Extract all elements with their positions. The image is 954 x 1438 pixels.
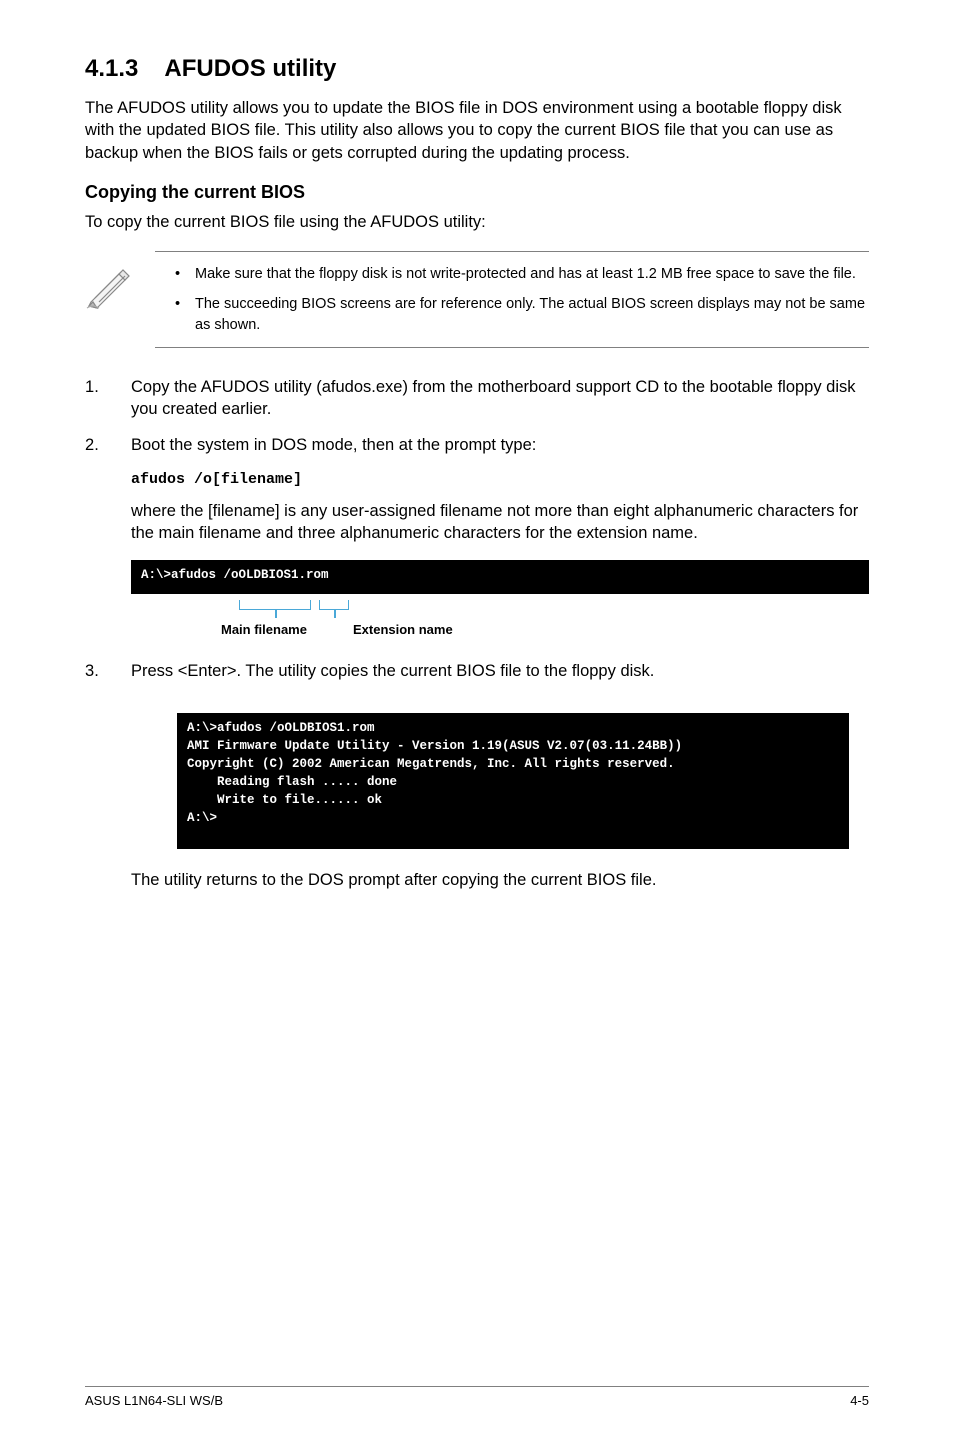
- footer-right: 4-5: [850, 1393, 869, 1408]
- note-box: Make sure that the floppy disk is not wr…: [155, 251, 869, 348]
- terminal-output-1: A:\>afudos /oOLDBIOS1.rom: [131, 560, 869, 594]
- step-2-description: where the [filename] is any user-assigne…: [131, 500, 869, 545]
- note-item: The succeeding BIOS screens are for refe…: [155, 294, 869, 335]
- note-item: Make sure that the floppy disk is not wr…: [155, 264, 869, 284]
- extension-bracket: [319, 600, 349, 610]
- closing-paragraph: The utility returns to the DOS prompt af…: [131, 869, 869, 891]
- section-heading: 4.1.3 AFUDOS utility: [85, 55, 869, 83]
- main-filename-label: Main filename: [221, 622, 307, 637]
- sub-heading: Copying the current BIOS: [85, 182, 869, 203]
- step-list: Copy the AFUDOS utility (afudos.exe) fro…: [85, 376, 869, 457]
- step-2: Boot the system in DOS mode, then at the…: [85, 434, 869, 456]
- step-list-cont: Press <Enter>. The utility copies the cu…: [85, 660, 869, 682]
- intro-paragraph: The AFUDOS utility allows you to update …: [85, 97, 869, 164]
- terminal-output-2: A:\>afudos /oOLDBIOS1.rom AMI Firmware U…: [177, 713, 849, 850]
- footer-left: ASUS L1N64-SLI WS/B: [85, 1393, 223, 1408]
- pencil-note-icon: [85, 262, 133, 310]
- sub-intro: To copy the current BIOS file using the …: [85, 211, 869, 233]
- note-list: Make sure that the floppy disk is not wr…: [155, 264, 869, 335]
- filename-labels: Main filename Extension name: [131, 600, 869, 642]
- section-title: AFUDOS utility: [164, 55, 336, 82]
- step-3: Press <Enter>. The utility copies the cu…: [85, 660, 869, 682]
- command-text: afudos /o[filename]: [131, 471, 869, 488]
- page-footer: ASUS L1N64-SLI WS/B 4-5: [85, 1386, 869, 1408]
- main-filename-bracket: [239, 600, 311, 610]
- extension-label: Extension name: [353, 622, 453, 637]
- section-number: 4.1.3: [85, 55, 138, 82]
- extension-stem: [334, 610, 336, 618]
- main-filename-stem: [275, 610, 277, 618]
- step-1: Copy the AFUDOS utility (afudos.exe) fro…: [85, 376, 869, 421]
